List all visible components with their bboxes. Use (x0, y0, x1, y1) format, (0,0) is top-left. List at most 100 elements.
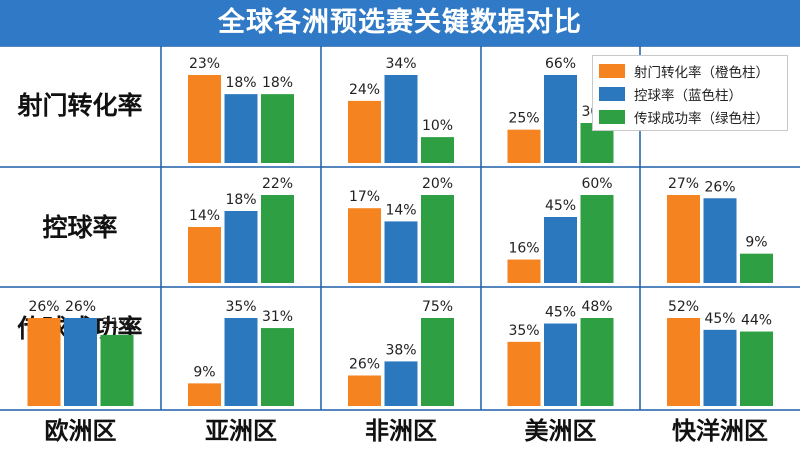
region-label: 亚洲区 (205, 417, 277, 445)
data-label: 25% (508, 111, 539, 127)
bar-pass (421, 137, 454, 163)
bar-possession (544, 323, 577, 406)
data-label: 75% (422, 299, 453, 315)
data-label: 23% (189, 56, 220, 72)
data-label: 9% (193, 364, 215, 380)
region-label: 非洲区 (365, 417, 437, 445)
bar-shot (507, 259, 541, 283)
data-label: 18% (225, 192, 256, 208)
legend-swatch-blue (599, 86, 625, 101)
bar-group: 14% 18% 22% (188, 176, 294, 283)
data-label: 26% (28, 299, 59, 315)
data-label: 14% (189, 208, 220, 224)
chart-title: 全球各洲预选赛关键数据对比 (0, 0, 800, 46)
bar-possession (703, 198, 737, 283)
bar-possession (544, 217, 577, 283)
bar-pass (261, 328, 294, 406)
bar-shot (667, 195, 700, 283)
bar-group: 35% 45% 48% (507, 299, 614, 406)
grid-lines (0, 45, 800, 411)
bar-possession (64, 318, 97, 406)
bar-group: 16% 45% 60% (507, 176, 614, 283)
legend-label-pass: 传球成功率（绿色柱） (634, 110, 769, 127)
bar-possession (384, 221, 418, 283)
data-label: 14% (385, 202, 416, 218)
data-label: 35% (508, 323, 539, 339)
data-label: 22% (262, 176, 293, 192)
legend-swatch-orange (599, 63, 625, 78)
bar-shot (188, 75, 221, 163)
bar-possession (703, 329, 737, 406)
row-label: 射门转化率 (16, 91, 142, 120)
bar-possession (224, 211, 258, 283)
data-label: 34% (385, 56, 416, 72)
bar-group: 27% 26% 9% (667, 176, 773, 283)
data-label: 27% (668, 176, 699, 192)
row-label: 控球率 (42, 213, 117, 242)
legend-label-shot: 射门转化率（橙色柱） (634, 64, 769, 81)
bar-possession (224, 94, 258, 163)
bar-pass (100, 334, 134, 406)
bar-shot (188, 227, 221, 283)
bar-pass (580, 318, 614, 406)
bar-group: 26% 38% 75% (348, 299, 454, 406)
bar-shot (188, 383, 221, 406)
region-label: 欧洲区 (45, 417, 117, 445)
data-label: 48% (581, 299, 612, 315)
data-label: 10% (422, 118, 453, 134)
bar-shot (348, 100, 381, 163)
bar-shot (348, 375, 381, 406)
bar-group: 23% 18% 18% (188, 56, 294, 163)
data-label: 26% (349, 356, 380, 372)
data-label: 45% (704, 311, 735, 327)
data-label: 52% (668, 299, 699, 315)
bar-shot (507, 129, 541, 163)
data-label: 21% (101, 316, 132, 332)
data-label: 24% (349, 82, 380, 98)
bar-group: 24% 34% 10% (348, 56, 454, 163)
bar-pass (580, 195, 614, 283)
legend: 射门转化率（橙色柱） 控球率（蓝色柱） 传球成功率（绿色柱） (592, 55, 788, 131)
bar-shot (507, 341, 541, 406)
bar-possession (544, 75, 577, 163)
data-label: 45% (545, 305, 576, 321)
bar-pass (421, 195, 454, 283)
bar-shot (27, 318, 61, 406)
bar-possession (384, 361, 418, 406)
legend-item-possession: 控球率（蓝色柱） (599, 82, 781, 105)
data-label: 66% (545, 56, 576, 72)
legend-label-possession: 控球率（蓝色柱） (634, 87, 742, 104)
bar-pass (740, 331, 773, 406)
data-label: 44% (741, 313, 772, 329)
region-label: 美洲区 (525, 417, 597, 445)
bar-pass (740, 253, 773, 283)
bar-shot (667, 318, 700, 406)
data-label: 60% (581, 176, 612, 192)
data-label: 20% (422, 176, 453, 192)
data-label: 35% (225, 299, 256, 315)
data-label: 38% (385, 342, 416, 358)
data-label: 26% (65, 299, 96, 315)
legend-swatch-green (599, 109, 625, 124)
bar-group: 17% 14% 20% (348, 176, 454, 283)
data-label: 17% (349, 189, 380, 205)
bar-possession (224, 318, 258, 406)
data-label: 18% (225, 75, 256, 91)
bar-possession (384, 75, 418, 163)
data-label: 18% (262, 75, 293, 91)
legend-item-shot: 射门转化率（橙色柱） (599, 59, 781, 82)
data-label: 9% (745, 235, 767, 251)
bar-pass (261, 195, 294, 283)
data-label: 45% (545, 198, 576, 214)
bar-group: 26% 26% 21% (27, 299, 134, 406)
data-label: 26% (704, 179, 735, 195)
bar-pass (261, 94, 294, 163)
bar-shot (348, 208, 381, 283)
region-label: 快洋洲区 (672, 417, 768, 445)
bar-group: 52% 45% 44% (667, 299, 773, 406)
legend-item-pass: 传球成功率（绿色柱） (599, 105, 781, 128)
data-label: 16% (508, 241, 539, 257)
data-label: 31% (262, 309, 293, 325)
